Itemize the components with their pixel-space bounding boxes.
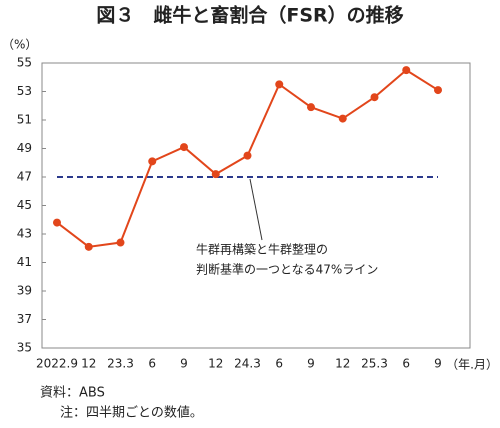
x-tick-label: 9 — [434, 357, 442, 371]
x-tick-label: 6 — [148, 357, 156, 371]
x-tick-label: 25.3 — [361, 357, 388, 371]
point — [370, 93, 379, 102]
x-tick-label: 2022.9 — [36, 357, 78, 371]
y-tick-label: 37 — [17, 312, 32, 326]
x-tick-label: 9 — [307, 357, 315, 371]
note: 注：四半期ごとの数値。 — [60, 405, 203, 421]
y-tick-label: 51 — [17, 113, 32, 127]
x-tick-label: 12 — [335, 357, 350, 371]
x-tick-label: 24.3 — [234, 357, 261, 371]
y-tick-label: 49 — [17, 141, 32, 155]
x-unit: （年.月） — [446, 358, 498, 372]
y-tick-label: 45 — [17, 198, 32, 212]
y-tick-label: 41 — [17, 255, 32, 269]
point — [211, 170, 220, 179]
y-tick-label: 39 — [17, 284, 32, 298]
point — [307, 103, 315, 112]
point — [180, 143, 188, 152]
point — [275, 80, 284, 89]
point — [116, 238, 125, 247]
y-unit: （%） — [2, 38, 37, 52]
point — [338, 114, 347, 123]
point — [148, 157, 157, 166]
leader-line — [249, 178, 263, 241]
point — [53, 218, 61, 227]
point — [243, 151, 252, 160]
y-tick-label: 55 — [17, 56, 32, 70]
y-tick-label: 35 — [17, 341, 32, 355]
x-tick-label: 12 — [208, 357, 223, 371]
x-tick-label: 6 — [275, 357, 283, 371]
x-tick-label: 23.3 — [107, 357, 134, 371]
annotation: 牛群再構築と牛群整理の — [196, 242, 328, 257]
y-tick-label: 43 — [17, 227, 32, 241]
x-tick-label: 12 — [81, 357, 96, 371]
x-tick-label: 6 — [402, 357, 410, 371]
plot-frame — [41, 62, 471, 349]
point — [402, 66, 411, 75]
y-tick-label: 53 — [17, 84, 32, 98]
note: 資料：ABS — [40, 386, 105, 401]
point — [84, 242, 93, 251]
point — [434, 86, 442, 95]
y-tick-label: 47 — [17, 170, 32, 184]
x-tick-label: 9 — [180, 357, 188, 371]
chart-title: 図３ 雌牛と畜割合（FSR）の推移 — [96, 4, 403, 27]
annotation: 判断基準の一つとなる47%ライン — [196, 262, 378, 277]
